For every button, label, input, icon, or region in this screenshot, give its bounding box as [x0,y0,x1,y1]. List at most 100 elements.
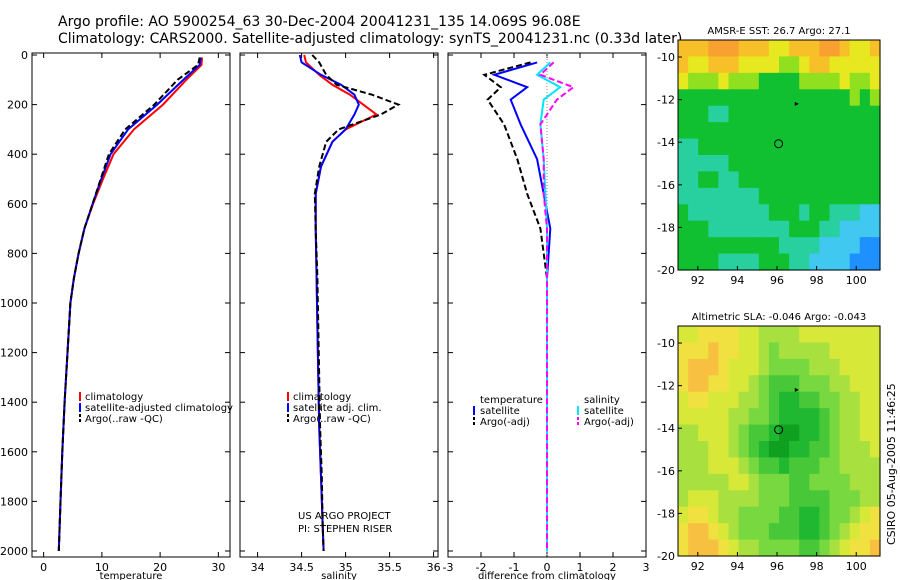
legend-heading: temperature [480,395,543,406]
map-cell [809,105,820,123]
map-cell [678,220,689,238]
y-tick-label: 2000 [0,545,28,558]
map-cell [839,138,851,156]
map-cell [819,56,831,74]
map-cell [718,40,730,58]
map-cell [779,237,790,255]
x-axis-label: temperature [100,571,163,580]
map-cell [799,441,810,459]
map-cell [768,171,780,189]
map-cell [849,122,861,140]
map-cell [738,237,750,255]
map-x-tick-label: 96 [770,560,784,573]
map-x-tick-label: 94 [730,560,744,573]
map-cell [768,391,780,409]
map-cell [809,375,820,393]
map-cell [768,105,780,123]
map-cell [819,171,831,189]
map-cell [869,253,881,271]
map-cell [708,358,719,376]
legend-entry: climatology [293,392,351,403]
map-cell [779,539,790,557]
map-cell [688,441,699,459]
map-cell [688,391,699,409]
map-cell [768,375,780,393]
map-cell [869,187,881,205]
map-cell [849,40,861,58]
map-cell [779,490,790,508]
map-cell [849,171,861,189]
map-cell [839,441,851,459]
map-cell [779,457,790,475]
map-cell [779,155,790,173]
map-cell [839,72,851,90]
map-cell [698,237,709,255]
map-cell [758,457,770,475]
map-cell [698,342,709,360]
map-cell [839,56,851,74]
salinity-profile-panel: 34 34.5 35 35.5 36 salinity climatologysatelli… [239,52,441,580]
map-cell [748,424,760,442]
map-cell [748,138,760,156]
map-cell [728,441,740,459]
map-cell [708,523,719,541]
map-cell [829,424,841,442]
map-cell [708,441,719,459]
map-cell [708,473,719,491]
map-cell [859,441,871,459]
map-cell [859,391,871,409]
map-cell [748,122,760,140]
map-cell [819,408,831,426]
map-cell [758,506,770,524]
map-cell [718,220,730,238]
map-cell [698,408,709,426]
map-cell [809,424,820,442]
map-cell [728,506,740,524]
map-cell [698,72,709,90]
map-cell [718,358,730,376]
legend-entry: satellite [584,406,624,417]
map-cell [718,155,730,173]
map-cell [768,72,780,90]
map-cell [768,187,780,205]
map-cell [688,506,699,524]
map-cell [758,237,770,255]
map-cell [688,342,699,360]
map-cell [718,523,730,541]
map-cell [789,40,800,58]
map-cell [809,171,820,189]
map-cell [779,424,790,442]
map-cell [809,56,820,74]
map-title: AMSR-E SST: 26.7 Argo: 27.1 [707,26,850,37]
map-cell [799,408,810,426]
map-cell [849,138,861,156]
map-cell [819,391,831,409]
map-cell [789,391,800,409]
map-cell [849,375,861,393]
map-cell [758,40,770,58]
map-cell [799,473,810,491]
map-cell [849,72,861,90]
x-axis-label: salinity [321,571,357,580]
map-cell [688,473,699,491]
y-tick-label: 0 [21,49,28,62]
map-cell [688,72,699,90]
map-cell [829,490,841,508]
map-cell [768,473,780,491]
map-cell [748,408,760,426]
map-y-tick-label: -14 [657,136,675,149]
map-cell [819,539,831,557]
map-cell [819,204,831,222]
x-tick-label: 10 [95,561,109,574]
map-cell [678,342,689,360]
map-cell [678,204,689,222]
map-cell [779,72,790,90]
map-cell [789,89,800,107]
map-cell [758,155,770,173]
map-cell [738,40,750,58]
map-cell [839,40,851,58]
map-cell [799,253,810,271]
y-tick-label: 400 [7,148,28,161]
map-cell [859,375,871,393]
map-cell [829,237,841,255]
